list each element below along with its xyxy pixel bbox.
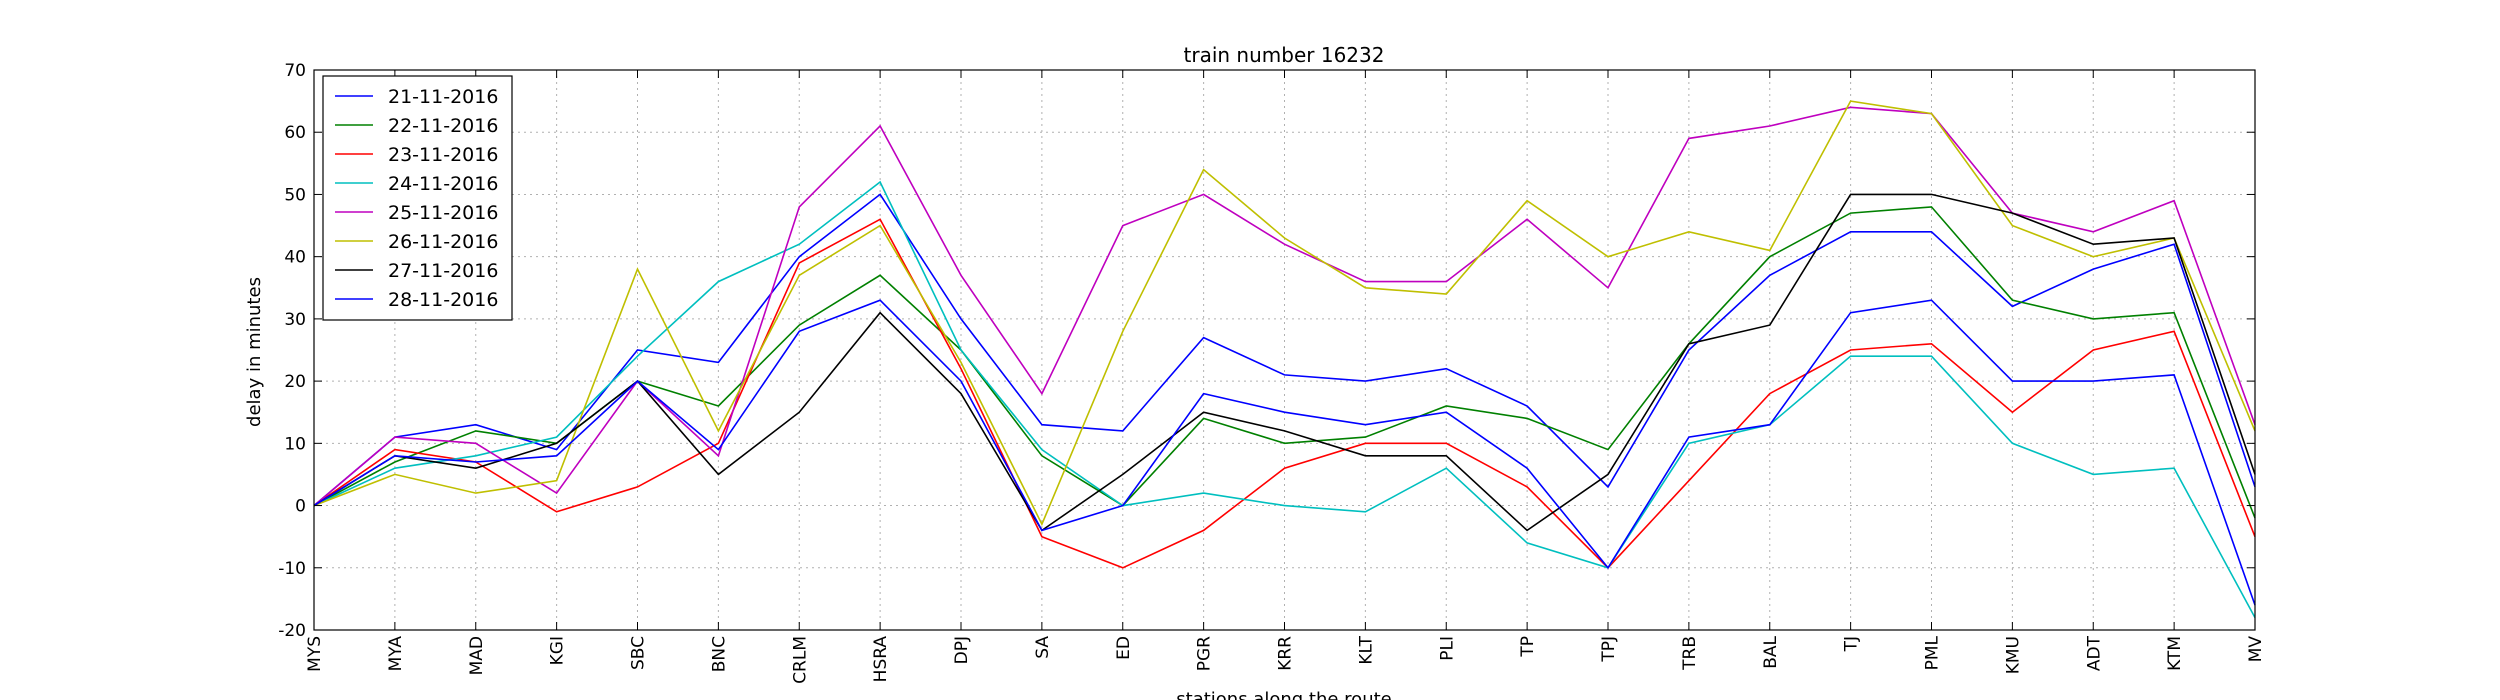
series-line xyxy=(313,206,2256,519)
legend-label: 26-11-2016 xyxy=(388,231,498,253)
x-tick-label: KMU xyxy=(2003,636,2023,674)
y-axis-label: delay in minutes xyxy=(244,277,265,427)
y-tick-label: -10 xyxy=(278,559,306,579)
series-lines xyxy=(313,100,2256,618)
x-tick-label: PGR xyxy=(1195,636,1215,671)
legend-label: 27-11-2016 xyxy=(388,260,498,282)
x-tick-label: TP xyxy=(1518,636,1538,658)
x-tick-label: ED xyxy=(1114,636,1134,660)
x-tick-label: KRR xyxy=(1276,636,1296,671)
x-axis-label: stations along the route xyxy=(1176,689,1391,700)
x-tick-label: TPJ xyxy=(1599,636,1619,663)
y-tick-label: 20 xyxy=(284,372,306,392)
legend-label: 25-11-2016 xyxy=(388,202,498,224)
x-tick-label: TRB xyxy=(1680,636,1700,671)
x-tick-label: HSRA xyxy=(871,636,891,683)
axes: -20 -10 0 10 20 30 40 50 60 70 MYS MYA MAD KGI SBC BNC C… xyxy=(278,61,2266,684)
legend-label: 21-11-2016 xyxy=(388,86,498,108)
legend-label: 28-11-2016 xyxy=(388,289,498,311)
x-tick-label: CRLM xyxy=(790,636,810,684)
x-tick-label: MYS xyxy=(305,636,325,672)
series-line xyxy=(313,218,2256,569)
y-tick-label: 40 xyxy=(284,248,306,268)
y-tick-label: 60 xyxy=(284,123,306,143)
y-tick-label: 0 xyxy=(295,497,306,517)
x-tick-label: KLT xyxy=(1356,635,1376,664)
y-tick-label: 70 xyxy=(284,61,306,81)
y-tick-label: -20 xyxy=(278,621,306,641)
legend-label: 23-11-2016 xyxy=(388,144,498,166)
x-tick-label: SA xyxy=(1033,636,1053,659)
x-tick-label: ADT xyxy=(2084,635,2104,671)
legend-box xyxy=(322,75,513,321)
x-tick-label: BNC xyxy=(709,636,729,672)
legend: 21-11-2016 22-11-2016 23-11-2016 24-11-2016… xyxy=(322,75,513,321)
plot-frame xyxy=(313,69,2256,631)
chart-title: train number 16232 xyxy=(1184,43,1385,67)
x-tick-label: DPJ xyxy=(952,636,972,664)
series-line xyxy=(313,299,2256,606)
y-tick-label: 50 xyxy=(284,185,306,205)
x-tick-label: BAL xyxy=(1761,635,1781,668)
x-tick-label: SBC xyxy=(629,636,649,670)
x-tick-label: TJ xyxy=(1842,636,1862,652)
x-tick-label: KTM xyxy=(2165,636,2185,671)
legend-label: 24-11-2016 xyxy=(388,173,498,195)
y-tick-label: 30 xyxy=(284,310,306,330)
y-tick-label: 10 xyxy=(284,434,306,454)
x-tick-label: PLI xyxy=(1437,636,1457,661)
x-tick-label: MV xyxy=(2246,636,2266,663)
x-tick-label: PML xyxy=(1923,635,1943,670)
x-tick-label: KGI xyxy=(548,636,568,665)
series-line xyxy=(313,180,2256,618)
series-line xyxy=(313,193,2256,507)
legend-label: 22-11-2016 xyxy=(388,115,498,137)
x-tick-label: MAD xyxy=(467,636,487,675)
x-tick-label: MYA xyxy=(386,636,406,672)
series-line xyxy=(313,100,2256,527)
